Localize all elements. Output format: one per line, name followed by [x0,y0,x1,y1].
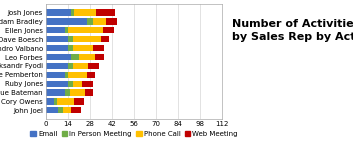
Legend: Email, In Person Meeting, Phone Call, Web Meeting: Email, In Person Meeting, Phone Call, We… [28,128,241,140]
Bar [85,90,93,96]
Bar [74,9,96,16]
Bar [68,45,73,51]
Bar [101,36,109,42]
Bar [71,9,74,16]
Text: Number of Activities
by Sales Rep by Activity Type: Number of Activities by Sales Rep by Act… [232,19,353,42]
Bar [71,54,79,60]
Bar [46,90,65,96]
Bar [103,27,114,33]
Bar [82,81,93,87]
Bar [87,72,95,78]
Bar [79,54,95,60]
Bar [106,18,117,25]
Bar [46,45,68,51]
Bar [87,18,93,25]
Bar [73,63,89,69]
Bar [73,45,93,51]
Bar [71,107,80,114]
Bar [93,45,104,51]
Bar [46,54,71,60]
Bar [68,27,103,33]
Bar [73,81,82,87]
Bar [46,81,68,87]
Bar [54,98,57,105]
Bar [68,36,73,42]
Bar [46,27,65,33]
Bar [93,18,106,25]
Bar [95,54,104,60]
Bar [65,27,68,33]
Bar [65,72,68,78]
Bar [74,98,84,105]
Bar [68,63,73,69]
Bar [46,98,54,105]
Bar [68,81,73,87]
Bar [65,90,70,96]
Bar [46,18,87,25]
Bar [46,63,68,69]
Bar [46,107,59,114]
Bar [63,107,71,114]
Bar [46,36,68,42]
Bar [59,107,63,114]
Bar [46,72,65,78]
Bar [70,90,85,96]
Bar [89,63,100,69]
Bar [57,98,74,105]
Bar [68,72,87,78]
Bar [73,36,101,42]
Bar [96,9,115,16]
Bar [46,9,71,16]
